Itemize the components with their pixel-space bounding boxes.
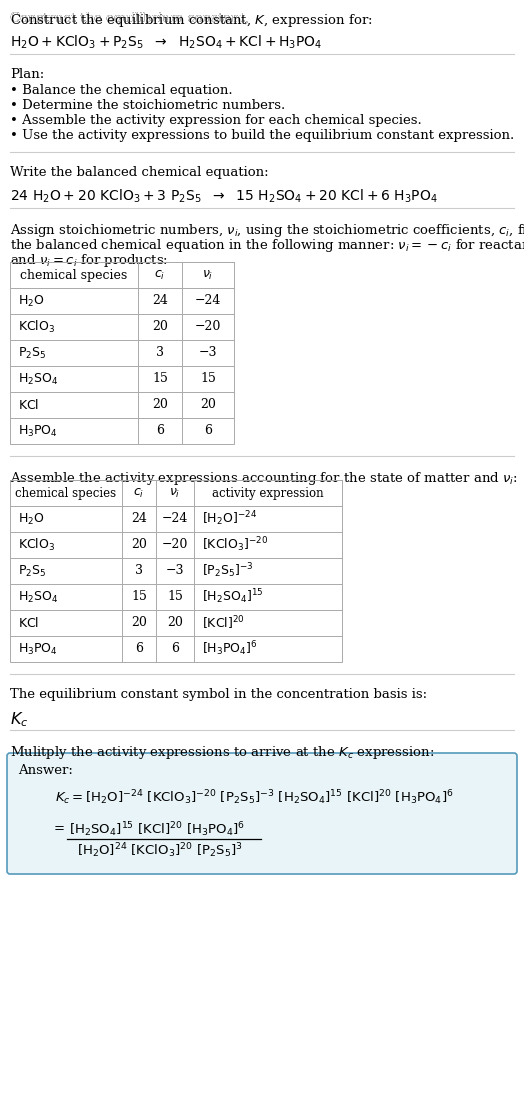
Text: 15: 15 [131,590,147,603]
Text: Answer:: Answer: [18,764,73,777]
Text: $[\mathrm{KClO_3}]^{-20}$: $[\mathrm{KClO_3}]^{-20}$ [202,536,268,555]
Text: Construct the equilibrium constant,: Construct the equilibrium constant, [10,12,253,25]
Text: The equilibrium constant symbol in the concentration basis is:: The equilibrium constant symbol in the c… [10,688,427,701]
Text: Mulitply the activity expressions to arrive at the $K_c$ expression:: Mulitply the activity expressions to arr… [10,744,434,761]
Text: $[\mathrm{H_2SO_4}]^{15}$: $[\mathrm{H_2SO_4}]^{15}$ [202,588,264,607]
Text: $\mathrm{P_2S_5}$: $\mathrm{P_2S_5}$ [18,346,47,360]
Text: $\mathrm{H_3PO_4}$: $\mathrm{H_3PO_4}$ [18,641,58,656]
Text: $[\mathrm{P_2S_5}]^{-3}$: $[\mathrm{P_2S_5}]^{-3}$ [202,561,254,580]
Text: chemical species: chemical species [20,269,128,282]
Text: 6: 6 [171,642,179,655]
Text: $[\mathrm{H_3PO_4}]^{6}$: $[\mathrm{H_3PO_4}]^{6}$ [202,640,258,659]
Text: 15: 15 [167,590,183,603]
Text: $\mathrm{H_2SO_4}$: $\mathrm{H_2SO_4}$ [18,371,58,387]
Text: $\mathrm{H_2SO_4}$: $\mathrm{H_2SO_4}$ [18,589,58,604]
Text: $[\mathrm{H_2O}]^{24}\ [\mathrm{KClO_3}]^{20}\ [\mathrm{P_2S_5}]^{3}$: $[\mathrm{H_2O}]^{24}\ [\mathrm{KClO_3}]… [77,841,243,860]
Text: $c_i$: $c_i$ [134,486,145,499]
Text: $K_c$: $K_c$ [10,711,28,728]
Text: 20: 20 [152,399,168,411]
Text: $[\mathrm{H_2O}]^{-24}$: $[\mathrm{H_2O}]^{-24}$ [202,509,257,528]
Text: 6: 6 [204,424,212,438]
Text: −3: −3 [199,347,217,359]
Text: $\nu_i$: $\nu_i$ [202,269,214,282]
Text: 20: 20 [167,617,183,630]
Text: $\mathrm{KClO_3}$: $\mathrm{KClO_3}$ [18,537,55,552]
Text: Write the balanced chemical equation:: Write the balanced chemical equation: [10,166,269,179]
Text: activity expression: activity expression [212,486,324,499]
Text: $[\mathrm{H_2SO_4}]^{15}\ [\mathrm{KCl}]^{20}\ [\mathrm{H_3PO_4}]^{6}$: $[\mathrm{H_2SO_4}]^{15}\ [\mathrm{KCl}]… [69,820,245,839]
Text: Assign stoichiometric numbers, $\nu_i$, using the stoichiometric coefficients, $: Assign stoichiometric numbers, $\nu_i$, … [10,222,524,239]
Text: $\mathrm{24\ H_2O + 20\ KClO_3 + 3\ P_2S_5}\ \ \rightarrow\ \ \mathrm{15\ H_2SO_: $\mathrm{24\ H_2O + 20\ KClO_3 + 3\ P_2S… [10,188,438,206]
Text: −24: −24 [162,513,188,526]
Text: and $\nu_i = c_i$ for products:: and $\nu_i = c_i$ for products: [10,252,168,269]
Text: 20: 20 [131,617,147,630]
Text: $[\mathrm{KCl}]^{20}$: $[\mathrm{KCl}]^{20}$ [202,614,245,632]
Text: 6: 6 [156,424,164,438]
Text: • Determine the stoichiometric numbers.: • Determine the stoichiometric numbers. [10,99,285,112]
Text: −24: −24 [195,295,221,307]
Text: −20: −20 [162,538,188,551]
Text: 3: 3 [135,565,143,578]
Text: 15: 15 [152,372,168,386]
Text: $\mathrm{H_3PO_4}$: $\mathrm{H_3PO_4}$ [18,423,58,439]
Text: 20: 20 [131,538,147,551]
Text: $\mathrm{KCl}$: $\mathrm{KCl}$ [18,615,39,630]
Text: Construct the equilibrium constant,: Construct the equilibrium constant, [10,12,253,25]
Text: chemical species: chemical species [15,486,116,499]
Text: the balanced chemical equation in the following manner: $\nu_i = -c_i$ for react: the balanced chemical equation in the fo… [10,236,524,254]
Text: $K_c = [\mathrm{H_2O}]^{-24}\ [\mathrm{KClO_3}]^{-20}\ [\mathrm{P_2S_5}]^{-3}\ [: $K_c = [\mathrm{H_2O}]^{-24}\ [\mathrm{K… [55,788,454,807]
Text: 24: 24 [152,295,168,307]
Text: Construct the equilibrium constant,: Construct the equilibrium constant, [10,12,253,25]
FancyBboxPatch shape [7,753,517,874]
Text: $\nu_i$: $\nu_i$ [169,486,181,499]
Text: • Assemble the activity expression for each chemical species.: • Assemble the activity expression for e… [10,114,422,127]
Text: $c_i$: $c_i$ [155,269,166,282]
Text: • Use the activity expressions to build the equilibrium constant expression.: • Use the activity expressions to build … [10,129,514,143]
Text: 3: 3 [156,347,164,359]
Text: 20: 20 [200,399,216,411]
Text: $\mathrm{H_2O}$: $\mathrm{H_2O}$ [18,294,45,308]
Text: $\mathrm{H_2O + KClO_3 + P_2S_5}\ \ \rightarrow\ \ \mathrm{H_2SO_4 + KCl + H_3PO: $\mathrm{H_2O + KClO_3 + P_2S_5}\ \ \rig… [10,34,323,52]
Text: 6: 6 [135,642,143,655]
Text: $\mathrm{KClO_3}$: $\mathrm{KClO_3}$ [18,319,55,335]
Text: Assemble the activity expressions accounting for the state of matter and $\nu_i$: Assemble the activity expressions accoun… [10,470,518,487]
Text: $\mathrm{H_2O}$: $\mathrm{H_2O}$ [18,512,45,527]
Text: Construct the equilibrium constant, $K$, expression for:: Construct the equilibrium constant, $K$,… [10,12,373,29]
Text: Plan:: Plan: [10,69,44,81]
Text: −20: −20 [195,320,221,334]
Bar [10,262,234,444]
Text: $\mathrm{KCl}$: $\mathrm{KCl}$ [18,398,39,412]
Text: • Balance the chemical equation.: • Balance the chemical equation. [10,84,233,97]
Bar [10,480,342,662]
Text: 15: 15 [200,372,216,386]
Text: Construct the equilibrium constant,    , expression for:: Construct the equilibrium constant, , ex… [10,12,374,25]
Text: $\mathrm{P_2S_5}$: $\mathrm{P_2S_5}$ [18,564,47,579]
Text: 20: 20 [152,320,168,334]
Text: −3: −3 [166,565,184,578]
Text: $=$: $=$ [51,820,65,833]
Text: 24: 24 [131,513,147,526]
